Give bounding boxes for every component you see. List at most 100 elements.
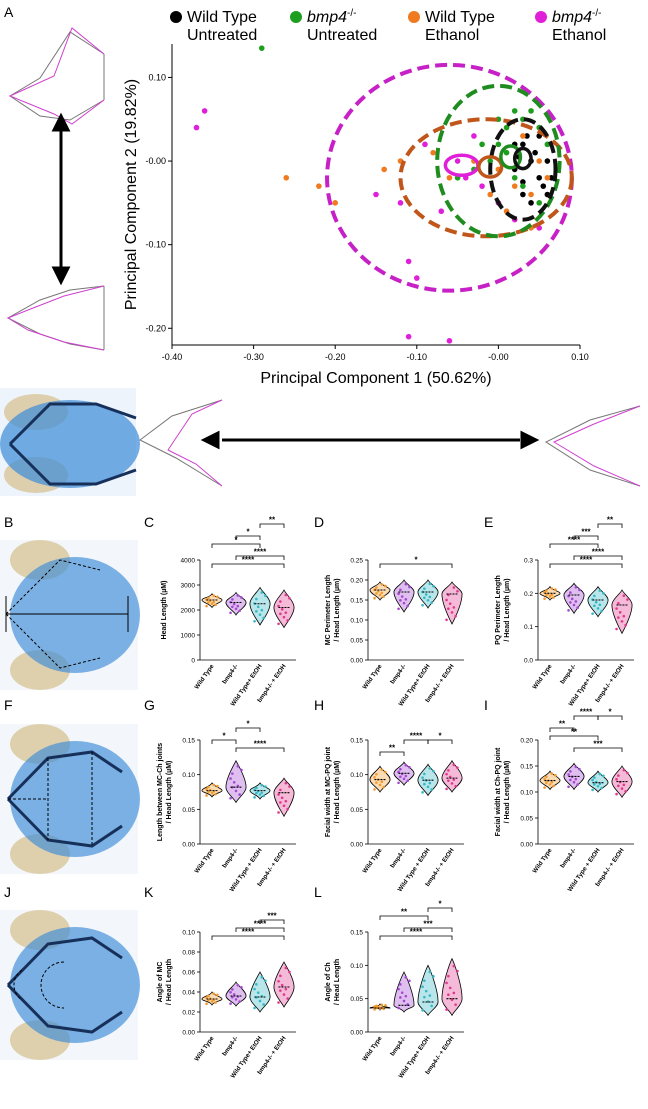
violin-point	[574, 585, 578, 589]
violin-point	[448, 986, 452, 990]
violin-point	[286, 807, 289, 811]
pca-point-bmp4-ethanol	[397, 200, 404, 206]
violin-x-tick-label: bmp4-/-	[221, 847, 240, 869]
violin-y-tick-label: 0.08	[182, 950, 195, 957]
violin-point	[447, 974, 450, 978]
violin-y-tick-label: 0.3	[524, 558, 533, 565]
violin-y-tick-label: 0.04	[182, 990, 195, 997]
violin-point	[615, 778, 618, 781]
violin-y-axis-label-line: / Head Length	[166, 959, 173, 1005]
pca-ellipse	[477, 155, 504, 179]
violin-y-tick-label: 0.10	[350, 963, 363, 970]
violin-point	[262, 616, 265, 620]
pca-point-bmp4	[528, 108, 534, 114]
violin-point	[406, 604, 409, 608]
violin-y-tick-label: 0.15	[350, 930, 363, 937]
pca-x-tick-label: -0.30	[243, 352, 264, 362]
violin-point	[617, 774, 620, 777]
larva-image-j	[0, 910, 140, 1060]
violin-point	[279, 600, 282, 603]
violin-y-tick-label: 0.05	[520, 816, 533, 823]
pca-ellipse	[488, 117, 558, 222]
violin-point	[279, 612, 282, 616]
violin-y-axis-label-line: Facial width at Ch-PQ joint	[495, 747, 502, 836]
violin-point	[397, 770, 400, 774]
violin-point	[454, 784, 457, 788]
violin-point	[216, 595, 219, 599]
violin-point	[373, 776, 376, 779]
violin-y-axis-label-line: Angle of MC	[157, 962, 164, 1003]
violin-y-tick-label: 0.15	[520, 764, 533, 771]
violin-chart-l: 0.00 0.05 0.10 0.15 Angle of Ch / Head Length…	[325, 900, 464, 1080]
violin-point	[545, 775, 548, 779]
violin-point	[569, 601, 572, 604]
significance-label: *	[608, 708, 612, 717]
violin-point	[380, 780, 384, 784]
violin-y-tick-label: 0.00	[350, 1030, 363, 1037]
violin-y-tick-label: 0.02	[182, 1010, 195, 1017]
panel-letter-c: C	[144, 514, 154, 530]
violin-point	[253, 1006, 256, 1010]
pca-point-bmp4	[520, 183, 526, 189]
violin-shape	[225, 591, 247, 616]
pca-point-wild-type-ethanol	[544, 174, 551, 181]
violin-point	[622, 594, 626, 598]
violin-point	[264, 979, 267, 983]
pca-point-bmp4-ethanol	[422, 141, 428, 148]
significance-bracket	[573, 535, 599, 540]
violin-y-tick-label: 0.10	[182, 772, 195, 779]
violin-point	[421, 603, 424, 607]
violin-shape	[369, 765, 391, 793]
violin-point	[552, 784, 555, 788]
violin-point	[400, 991, 404, 994]
significance-label: ***	[581, 528, 591, 537]
pca-point-bmp4	[511, 108, 518, 114]
violin-point	[452, 586, 456, 589]
violin-point	[380, 583, 384, 586]
significance-bracket	[597, 523, 623, 528]
violin-shape	[369, 581, 391, 601]
violin-point	[430, 1004, 433, 1008]
violin-point	[550, 593, 554, 597]
violin-point	[234, 789, 238, 793]
violin-point	[423, 782, 426, 786]
violin-point	[236, 604, 240, 608]
panel-letter-b: B	[4, 514, 13, 530]
pca-point-wild-type-ethanol	[520, 133, 526, 139]
violin-point	[598, 772, 602, 776]
violin-point	[260, 591, 264, 594]
violin-point	[236, 764, 240, 768]
violin-point	[260, 975, 264, 979]
violin-point	[258, 999, 262, 1003]
violin-point	[231, 772, 234, 775]
violin-point	[454, 614, 457, 618]
violin-shape	[611, 589, 633, 635]
violin-y-tick-label: 0.10	[350, 618, 363, 625]
violin-y-tick-label: 0.1	[524, 624, 533, 631]
violin-point	[216, 993, 219, 997]
pca-point-wild-type	[540, 183, 547, 189]
violin-point	[624, 790, 627, 793]
violin-y-axis-label: Angle of MC / Head Length	[157, 959, 173, 1005]
violin-point	[258, 613, 262, 616]
violin-y-axis-label-line: PQ Perimeter Length	[495, 575, 502, 645]
panel-letter-j: J	[4, 884, 11, 900]
significance-label: **	[559, 720, 566, 729]
violin-point	[262, 1003, 265, 1006]
violin-point	[260, 783, 264, 787]
violin-point	[376, 589, 380, 593]
legend-label-bmp4-ethanol-1: bmp4-/-	[552, 8, 601, 26]
violin-y-tick-label: 0.15	[350, 598, 363, 605]
violin-point	[626, 771, 629, 775]
violin-point	[253, 619, 256, 623]
violin-y-axis-label: Facial width at MC-PQ joint / Head Length…	[325, 746, 341, 837]
violin-point	[236, 784, 240, 788]
significance-label: *	[438, 900, 442, 909]
violin-point	[397, 592, 400, 595]
violin-point	[402, 777, 406, 781]
pca-point-wild-type	[520, 191, 526, 198]
violin-shape	[369, 1003, 391, 1011]
legend-dot-bmp4	[290, 11, 302, 23]
violin-y-axis-label-line: / Head Length (µM)	[504, 761, 511, 824]
violin-chart-d: 0.00 0.05 0.10 0.15 0.20 0.25 MC Perimeter Len…	[325, 556, 464, 708]
